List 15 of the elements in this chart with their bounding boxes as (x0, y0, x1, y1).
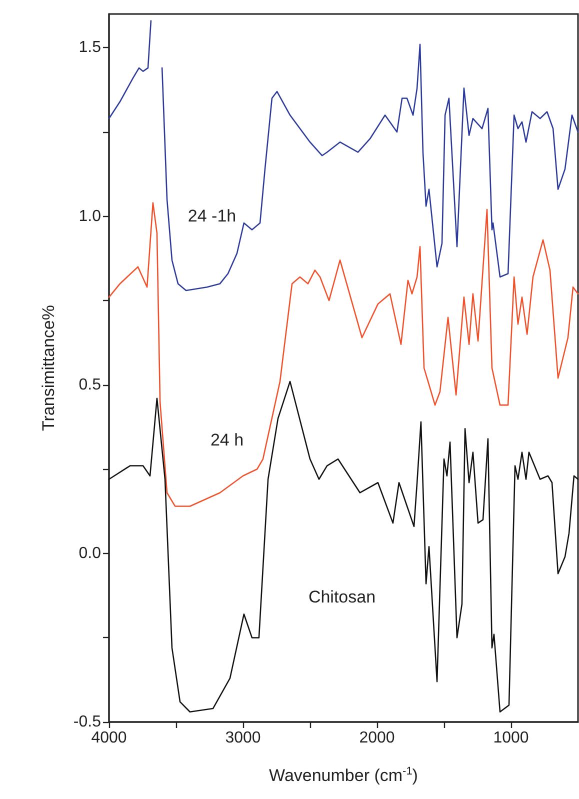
y-axis-title: Transimittance% (39, 305, 58, 431)
line-series (108, 380, 579, 713)
x-tick-label: 2000 (359, 730, 395, 746)
y-tick-label: -0.5 (73, 714, 102, 730)
line-series (108, 202, 579, 507)
x-tick-label: 3000 (225, 730, 261, 746)
text: Chitosan (308, 588, 376, 606)
y-tick-label: 0.0 (78, 544, 102, 562)
y-tick-label: 1.5 (78, 39, 102, 56)
y-tick-label: 0.5 (78, 376, 102, 394)
series-label: 24 h (210, 430, 244, 450)
series-label: 24 -1h (188, 206, 236, 226)
x-tick-label: 1000 (493, 730, 529, 746)
x-tick-label: 4000 (91, 730, 127, 746)
y-tick-label: 1.0 (78, 208, 102, 225)
